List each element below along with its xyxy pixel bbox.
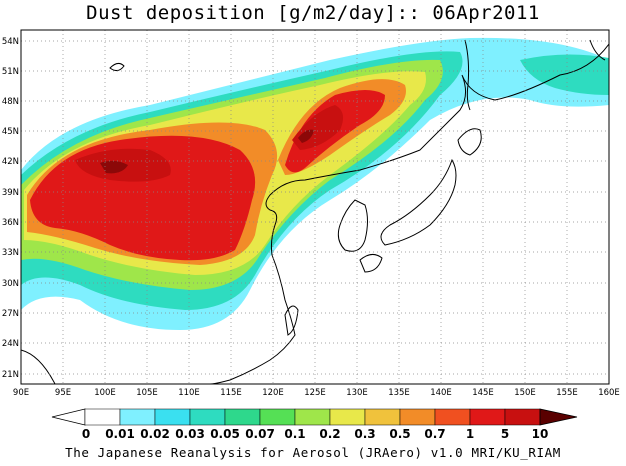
x-tick-label: 130E — [346, 388, 368, 398]
colorbar-swatch — [469, 408, 506, 426]
x-tick-label: 160E — [598, 388, 620, 398]
y-tick-label: 30N — [2, 279, 19, 289]
colorbar-swatch — [189, 408, 226, 426]
y-tick-label: 21N — [2, 370, 19, 380]
x-tick-label: 120E — [262, 388, 284, 398]
x-tick-label: 145E — [472, 388, 494, 398]
colorbar-swatch — [294, 408, 331, 426]
colorbar-label: 0.01 — [105, 427, 135, 441]
colorbar-swatch — [119, 408, 156, 426]
colorbar-label: 0 — [82, 427, 90, 441]
colorbar-high-arrow — [539, 408, 578, 426]
coastline-taiwan — [284, 305, 299, 336]
colorbar-label: 0.2 — [319, 427, 340, 441]
x-tick-label: 115E — [220, 388, 242, 398]
coastline-korea — [337, 199, 368, 252]
y-tick-label: 48N — [2, 97, 19, 107]
coastline-lake-baikal — [109, 62, 125, 72]
x-tick-label: 155E — [556, 388, 578, 398]
dust-contour-10 — [100, 160, 128, 174]
x-tick-label: 105E — [136, 388, 158, 398]
colorbar-label: 0.05 — [210, 427, 240, 441]
colorbar-swatch — [154, 408, 191, 426]
colorbar-low-arrow — [51, 408, 86, 426]
gridlines — [21, 30, 609, 384]
colorbar-swatch — [329, 408, 366, 426]
y-axis-labels: 21N 24N 27N 30N 33N 36N 39N 42N 45N 48N … — [2, 37, 19, 380]
y-tick-label: 42N — [2, 157, 19, 167]
colorbar-label: 0.07 — [245, 427, 275, 441]
x-tick-label: 90E — [13, 388, 29, 398]
coastline-sakhalin — [464, 39, 471, 111]
y-tick-label: 24N — [2, 339, 19, 349]
y-tick-label: 39N — [2, 188, 19, 198]
map-frame — [20, 29, 610, 385]
colorbar-label: 5 — [501, 427, 509, 441]
x-tick-label: 150E — [514, 388, 536, 398]
coastline-kyushu — [359, 254, 383, 273]
y-tick-label: 45N — [2, 127, 19, 137]
coastline-indochina — [21, 349, 56, 384]
colorbar-label: 0.3 — [354, 427, 375, 441]
colorbar-swatch — [399, 408, 436, 426]
y-tick-label: 36N — [2, 218, 19, 228]
footer-credit: The Japanese Reanalysis for Aerosol (JRA… — [65, 445, 561, 460]
x-tick-label: 95E — [55, 388, 71, 398]
y-tick-label: 33N — [2, 248, 19, 258]
x-tick-label: 125E — [304, 388, 326, 398]
coastline-japan-hokkaido — [457, 128, 482, 156]
colorbar-label: 0.02 — [140, 427, 170, 441]
map-title: Dust deposition [g/m2/day]:: 06Apr2011 — [86, 2, 540, 24]
colorbar-label: 0.7 — [424, 427, 445, 441]
x-tick-label: 135E — [388, 388, 410, 398]
x-tick-label: 110E — [178, 388, 200, 398]
y-tick-label: 54N — [2, 37, 19, 47]
colorbar-swatch — [259, 408, 296, 426]
colorbar-label: 0.5 — [389, 427, 410, 441]
x-tick-label: 140E — [430, 388, 452, 398]
colorbar-label: 0.03 — [175, 427, 205, 441]
coastlines — [21, 39, 609, 384]
colorbar: 0 0.01 0.02 0.03 0.05 0.07 0.1 0.2 0.3 0… — [51, 408, 578, 441]
coastline-japan-honshu — [380, 158, 457, 246]
colorbar-label: 1 — [466, 427, 474, 441]
y-tick-label: 51N — [2, 67, 19, 77]
dust-contour-10b — [298, 129, 314, 143]
x-axis-labels: 90E 95E 100E 105E 110E 115E 120E 125E 13… — [13, 388, 620, 398]
colorbar-label: 10 — [532, 427, 549, 441]
dust-field — [21, 37, 609, 330]
colorbar-swatch — [224, 408, 261, 426]
y-tick-label: 27N — [2, 309, 19, 319]
coastline-kamchatka — [589, 39, 606, 61]
colorbar-swatch — [364, 408, 401, 426]
x-tick-label: 100E — [94, 388, 116, 398]
colorbar-swatch — [504, 408, 541, 426]
colorbar-swatch — [84, 408, 121, 426]
colorbar-swatch — [434, 408, 471, 426]
colorbar-label: 0.1 — [284, 427, 305, 441]
